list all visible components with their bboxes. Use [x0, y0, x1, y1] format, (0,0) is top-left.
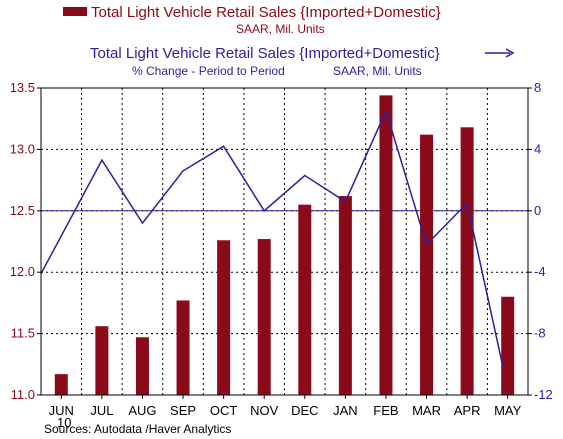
bar-oct — [217, 240, 231, 395]
x-tick-label: JUN — [49, 403, 74, 418]
left-tick-label: 11.5 — [11, 326, 35, 341]
right-tick-label: -4 — [534, 264, 546, 279]
x-tick-label: DEC — [291, 403, 318, 418]
bar-may — [501, 296, 515, 395]
legend-bar-subtitle: SAAR, Mil. Units — [236, 22, 325, 36]
x-tick-label: NOV — [250, 403, 279, 418]
x-tick-label: JAN — [333, 403, 358, 418]
grid — [41, 88, 528, 395]
left-tick-label: 13.0 — [10, 141, 35, 156]
bar-series — [54, 95, 515, 396]
bar-jun — [54, 374, 68, 395]
x-tick-label: AUG — [128, 403, 156, 418]
plot-frame — [40, 87, 529, 396]
right-tick-label: -8 — [534, 326, 546, 341]
x-tick-label: SEP — [170, 403, 196, 418]
legend-bar-title: Total Light Vehicle Retail Sales {Import… — [91, 4, 441, 21]
source-note: Sources: Autodata /Haver Analytics — [44, 422, 231, 436]
bar-mar — [420, 134, 434, 395]
left-tick-label: 11.0 — [11, 387, 35, 402]
x-tick-label: MAY — [494, 403, 522, 418]
right-tick-label: 8 — [534, 80, 541, 95]
bar-dec — [298, 204, 312, 395]
line-series — [40, 108, 505, 371]
bar-jul — [95, 326, 109, 395]
legend-line-subtitle-1: % Change - Period to Period — [132, 64, 285, 78]
left-tick-label: 12.0 — [10, 264, 35, 279]
bar-jan — [338, 196, 352, 395]
right-tick-label: 0 — [534, 203, 541, 218]
x-tick-label: FEB — [373, 403, 398, 418]
right-axis: -12 -8 -4 0 4 8 — [528, 80, 553, 402]
right-tick-label: 4 — [534, 141, 541, 156]
bar-aug — [135, 337, 149, 395]
legend-line-subtitle-2: SAAR, Mil. Units — [333, 64, 422, 78]
left-tick-label: 13.5 — [10, 80, 35, 95]
x-tick-label: JUL — [90, 403, 113, 418]
bar-feb — [379, 95, 393, 396]
right-tick-label: -12 — [534, 387, 553, 402]
legend: Total Light Vehicle Retail Sales {Import… — [63, 4, 515, 78]
legend-bar-swatch — [63, 7, 87, 16]
x-tick-label: OCT — [210, 403, 238, 418]
left-tick-label: 12.5 — [10, 203, 35, 218]
legend-line-arrow-icon — [505, 48, 515, 58]
bar-apr — [460, 127, 474, 396]
line-pct-change — [40, 108, 505, 371]
x-year-label: 10 — [57, 415, 71, 430]
plot-border — [40, 87, 529, 396]
bar-nov — [257, 239, 271, 395]
legend-line-title: Total Light Vehicle Retail Sales {Import… — [90, 45, 440, 62]
x-tick-label: MAR — [412, 403, 441, 418]
left-axis: 11.0 11.5 12.0 12.5 13.0 13.5 — [10, 80, 41, 402]
x-tick-label: APR — [454, 403, 481, 418]
bar-sep — [176, 300, 190, 395]
